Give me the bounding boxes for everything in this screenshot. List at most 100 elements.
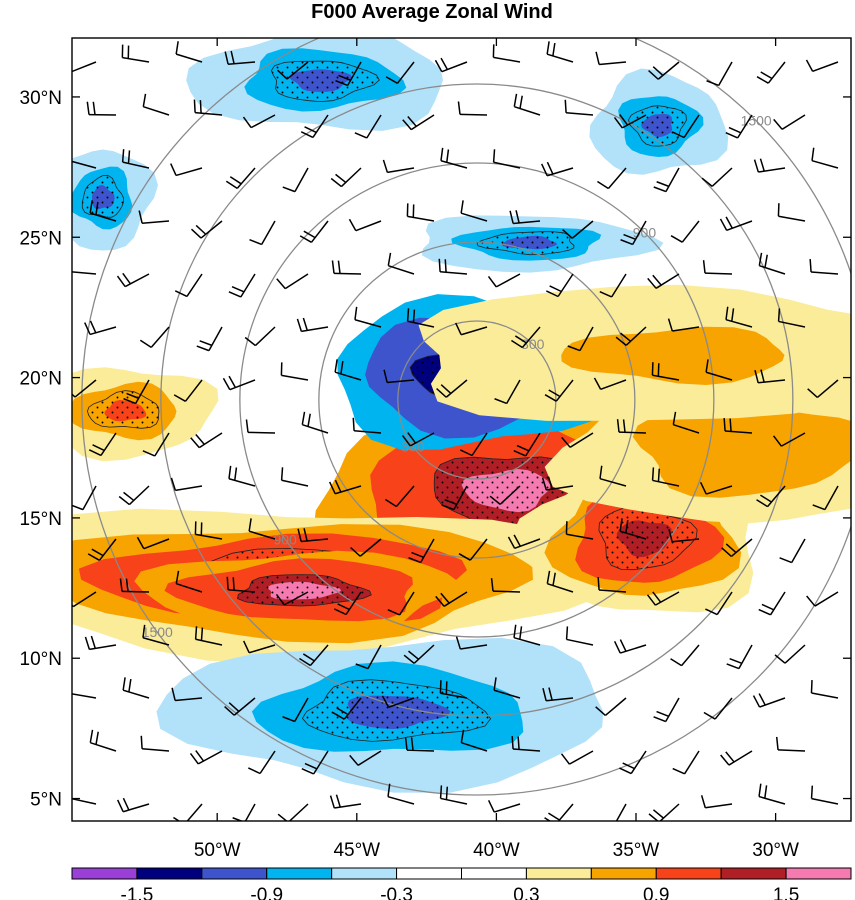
field-contour-fill <box>612 338 738 371</box>
wind-barb-flag <box>670 235 683 243</box>
wind-barb-flag <box>616 419 620 433</box>
wind-barb-staff <box>728 750 753 766</box>
wind-barb-flag <box>546 570 551 584</box>
wind-barb <box>328 479 362 495</box>
range-ring-label: 300 <box>521 336 545 352</box>
wind-barb-flag <box>548 812 560 821</box>
wind-barb-flag <box>752 695 761 708</box>
wind-barb-staff <box>340 167 362 188</box>
wind-barb-staff <box>441 61 468 73</box>
wind-barb <box>595 51 627 66</box>
wind-barb-flag <box>701 177 713 187</box>
wind-barb-flag <box>349 754 359 766</box>
wind-barb-flag <box>234 467 238 481</box>
wind-barb <box>296 317 329 333</box>
wind-barb-staff <box>711 167 733 187</box>
wind-barb-flag <box>387 608 400 616</box>
wind-barb-staff <box>301 326 329 333</box>
wind-barb-staff <box>208 326 223 351</box>
wind-barb-flag <box>381 695 390 708</box>
wind-barb-flag <box>725 543 737 554</box>
wind-barb-flag <box>544 394 557 402</box>
wind-barb-staff <box>445 379 468 398</box>
wind-barb-flag <box>779 557 793 564</box>
wind-barb <box>806 591 839 607</box>
wind-barb-staff <box>259 750 276 774</box>
wind-barb <box>245 419 276 434</box>
wind-barb-staff <box>499 485 521 505</box>
range-ring <box>160 83 794 717</box>
wind-barb-staff <box>407 320 435 328</box>
wind-barb <box>194 626 223 646</box>
wind-barb-staff <box>388 264 415 275</box>
wind-barb-flag <box>652 591 662 603</box>
wind-barb-staff <box>673 423 700 434</box>
wind-barb <box>276 273 309 290</box>
wind-barb-flag <box>560 753 571 765</box>
wind-barb <box>754 369 786 384</box>
wind-barb-staff <box>546 53 574 63</box>
wind-barb <box>140 735 170 752</box>
wind-barb <box>613 639 647 654</box>
wind-barb-staff <box>778 215 806 222</box>
wind-barb <box>490 578 521 593</box>
wind-barb-flag <box>68 259 69 272</box>
wind-barb-staff <box>557 803 574 821</box>
wind-barb-flag <box>297 528 302 542</box>
wind-barb-flag <box>335 794 341 808</box>
wind-barb-flag <box>540 163 548 177</box>
wind-barb-flag <box>489 495 501 505</box>
wind-barb <box>721 538 753 558</box>
wind-barb <box>705 591 733 616</box>
wind-barb <box>118 485 150 506</box>
wind-barb <box>249 220 276 246</box>
wind-barb-flag <box>248 767 261 775</box>
wind-barb-staff <box>396 61 415 84</box>
wind-barb-flag <box>760 71 773 80</box>
wind-barb-staff <box>683 114 700 138</box>
wind-barb-flag <box>810 680 813 694</box>
wind-barb <box>142 624 170 646</box>
wind-barb-flag <box>404 737 408 751</box>
wind-barb <box>276 61 309 80</box>
wind-barb <box>619 518 647 540</box>
wind-barb <box>703 697 733 720</box>
wind-barb-flag <box>403 654 415 664</box>
wind-barb-flag <box>436 387 447 398</box>
wind-barb-staff <box>652 374 680 381</box>
colorbar-label: -1.5 <box>121 885 154 900</box>
wind-barb-flag <box>354 306 358 320</box>
wind-barb-flag <box>89 729 94 743</box>
wind-barb-staff <box>791 538 806 563</box>
wind-barb-staff <box>460 212 488 222</box>
wind-barb-staff <box>228 61 256 65</box>
wind-barb <box>170 477 203 492</box>
wind-barb-staff <box>566 533 594 540</box>
wind-barb-staff <box>513 748 541 752</box>
wind-barb-flag <box>230 50 235 64</box>
wind-barb-flag <box>805 59 814 72</box>
wind-barb <box>725 306 753 328</box>
wind-barb <box>672 114 700 139</box>
wind-barb <box>300 114 329 139</box>
field-feature <box>72 367 219 462</box>
wind-barb-flag <box>622 762 635 770</box>
x-tick-label: 45°W <box>333 840 380 861</box>
wind-barb <box>670 644 700 667</box>
wind-barb-staff <box>122 56 150 63</box>
wind-barb <box>72 148 97 169</box>
x-tick-label: 50°W <box>194 840 241 861</box>
wind-barb <box>72 485 97 511</box>
wind-barb-flag <box>774 654 786 664</box>
wind-barb-staff <box>420 538 435 563</box>
wind-barb <box>599 273 627 298</box>
wind-barb-staff <box>714 697 733 720</box>
colorbar-swatch <box>655 867 722 880</box>
wind-barb-staff <box>72 160 97 169</box>
wind-barb-flag <box>228 702 240 712</box>
wind-barb-staff <box>811 159 839 169</box>
wind-barb <box>725 114 753 139</box>
wind-barb <box>702 260 733 275</box>
wind-barb-staff <box>124 273 150 288</box>
wind-barb-staff <box>354 319 382 328</box>
